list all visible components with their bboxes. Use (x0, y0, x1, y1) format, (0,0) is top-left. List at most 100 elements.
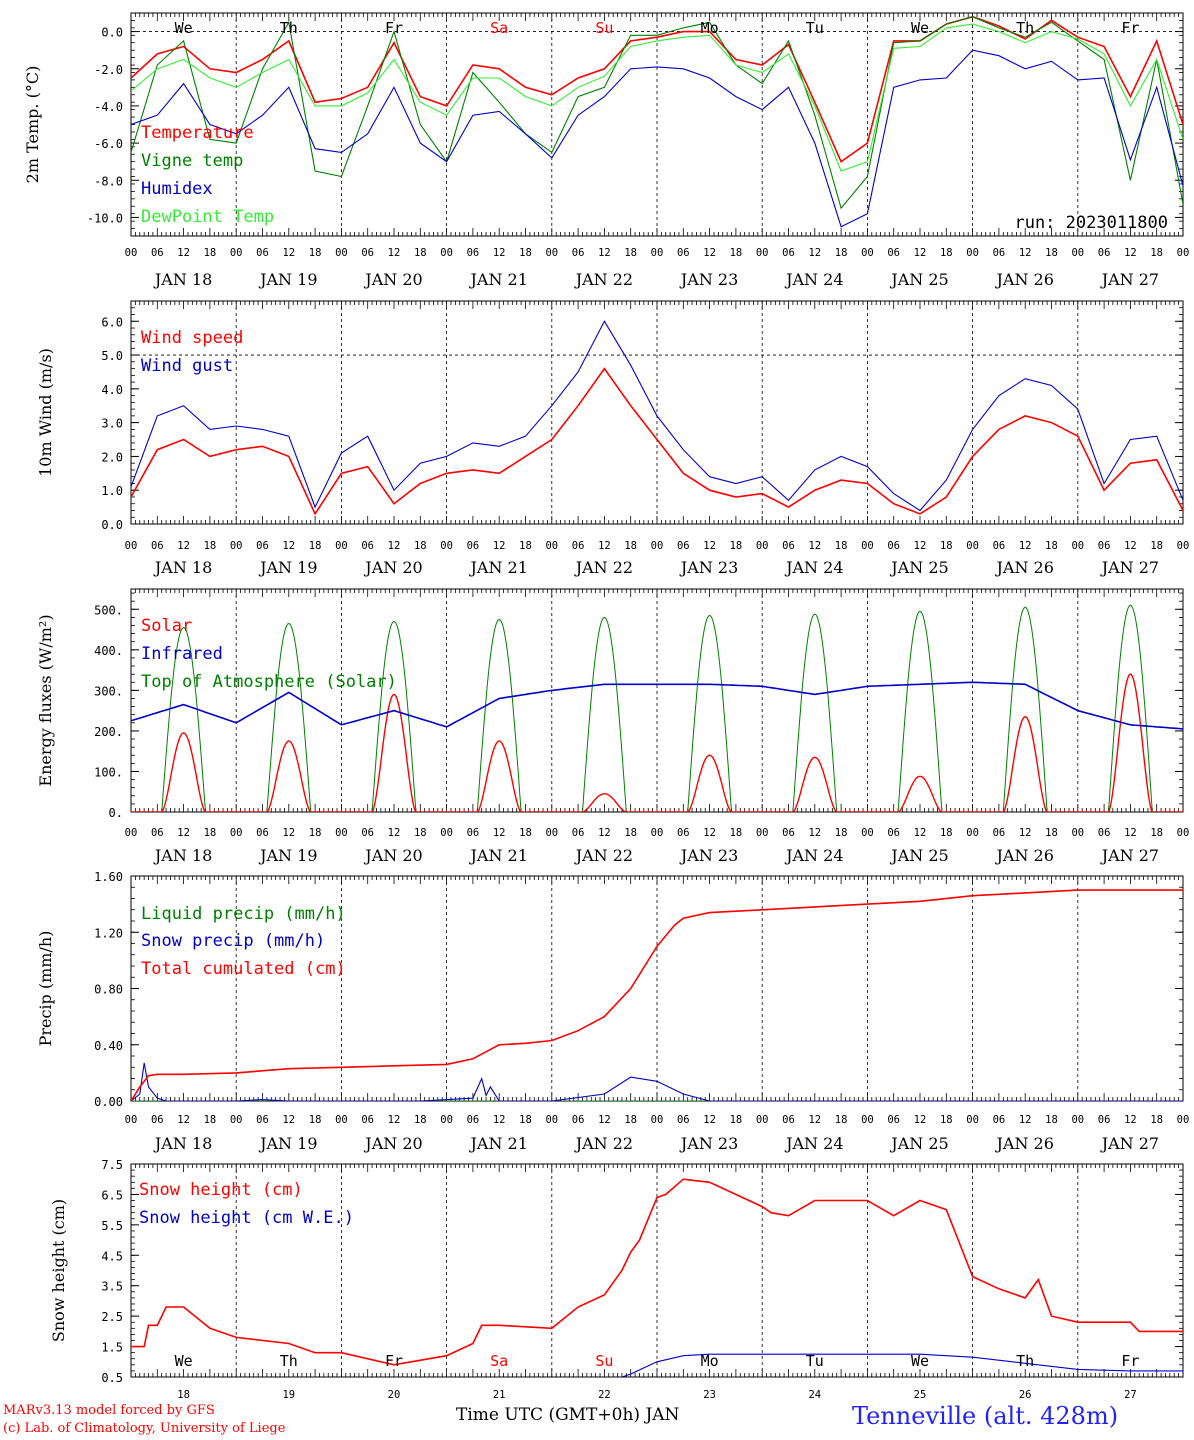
hour-tick-label: 00 (1177, 1114, 1190, 1126)
y-tick-label: 4.5 (101, 1249, 123, 1263)
hour-tick-label: 06 (256, 827, 269, 839)
hour-tick-label: 00 (230, 1114, 243, 1126)
model-credit: MARv3.13 model forced by GFS (3, 1403, 215, 1418)
hour-tick-label: 06 (677, 540, 690, 552)
y-tick-label: 3.5 (101, 1280, 123, 1294)
hour-tick-label: 18 (835, 1114, 848, 1126)
hour-tick-label: 18 (730, 540, 743, 552)
date-label: JAN 22 (574, 558, 633, 577)
hour-tick-label: 06 (1098, 1114, 1111, 1126)
day-number-label: 25 (914, 1389, 927, 1401)
day-name-top: Su (595, 19, 613, 37)
hour-tick-label: 18 (204, 540, 217, 552)
hour-tick-label: 12 (1019, 1114, 1032, 1126)
date-label: JAN 24 (784, 558, 843, 577)
legend-entry: Top of Atmosphere (Solar) (141, 672, 397, 692)
hour-tick-label: 12 (282, 540, 295, 552)
hour-tick-label: 06 (151, 1114, 164, 1126)
hour-tick-label: 00 (861, 827, 874, 839)
day-name-bottom: We (175, 1352, 193, 1370)
date-label: JAN 23 (679, 270, 738, 289)
date-label: JAN 18 (153, 1134, 212, 1153)
hour-tick-label: 12 (808, 247, 821, 259)
hour-tick-label: 12 (703, 540, 716, 552)
hour-tick-label: 18 (204, 1114, 217, 1126)
date-label: JAN 25 (889, 846, 948, 865)
y-tick-label: -8.0 (94, 174, 123, 188)
hour-tick-label: 12 (808, 827, 821, 839)
hour-tick-label: 06 (256, 1114, 269, 1126)
hour-tick-label: 06 (467, 540, 480, 552)
hour-tick-label: 18 (1045, 1114, 1058, 1126)
y-tick-label: 3.0 (101, 417, 123, 431)
date-label: JAN 23 (679, 846, 738, 865)
y-tick-label: 200. (94, 725, 123, 739)
date-label: JAN 25 (889, 1134, 948, 1153)
hour-tick-label: 12 (703, 827, 716, 839)
legend-entry: Wind gust (141, 356, 233, 376)
legend-entry: Infrared (141, 644, 223, 664)
lab-credit: (c) Lab. of Climatology, University of L… (3, 1421, 286, 1436)
date-label: JAN 27 (1100, 846, 1159, 865)
y-tick-label: 500. (94, 603, 123, 617)
date-label: JAN 21 (468, 558, 527, 577)
hour-tick-label: 06 (256, 540, 269, 552)
y-tick-label: 300. (94, 684, 123, 698)
date-label: JAN 24 (784, 270, 843, 289)
day-number-label: 24 (808, 1389, 821, 1401)
chart-panel-3: 0. 100. 200. 300. 400. 500. Energy fluxes (W/m… (36, 588, 1189, 865)
date-label: JAN 20 (363, 270, 422, 289)
hour-tick-label: 00 (651, 1114, 664, 1126)
hour-tick-label: 12 (493, 247, 506, 259)
hour-tick-label: 18 (414, 540, 427, 552)
date-label: JAN 19 (258, 1134, 317, 1153)
hour-tick-label: 06 (993, 1114, 1006, 1126)
series-line-1 (131, 367, 1183, 516)
hour-tick-label: 00 (440, 827, 453, 839)
hour-tick-label: 00 (651, 827, 664, 839)
x-axis-title: Time UTC (GMT+0h) JAN (456, 1405, 680, 1425)
series-line-1 (131, 1178, 1183, 1366)
hour-tick-label: 06 (993, 247, 1006, 259)
hour-tick-label: 18 (1150, 247, 1163, 259)
plot-frame (130, 300, 1184, 525)
day-name-top: We (175, 19, 193, 37)
y-tick-label: 1.20 (94, 926, 123, 940)
date-label: JAN 26 (994, 270, 1053, 289)
legend-entry: Wind speed (141, 328, 243, 348)
legend-entry: Liquid precip (mm/h) (141, 904, 346, 924)
day-name-top: Fr (385, 19, 403, 37)
date-label: JAN 21 (468, 1134, 527, 1153)
hour-tick-label: 12 (914, 247, 927, 259)
hour-tick-label: 18 (519, 827, 532, 839)
hour-tick-label: 12 (1019, 827, 1032, 839)
date-label: JAN 26 (994, 558, 1053, 577)
hour-tick-label: 06 (1098, 247, 1111, 259)
date-label: JAN 20 (363, 846, 422, 865)
hour-tick-label: 00 (966, 247, 979, 259)
hour-tick-label: 12 (388, 247, 401, 259)
legend-entry: Snow height (cm) (139, 1180, 303, 1200)
hour-tick-label: 12 (493, 827, 506, 839)
legend-entry: Total cumulated (cm) (141, 959, 346, 979)
hour-tick-label: 12 (598, 540, 611, 552)
hour-tick-label: 18 (624, 827, 637, 839)
hour-tick-label: 06 (677, 827, 690, 839)
date-label: JAN 20 (363, 1134, 422, 1153)
hour-tick-label: 00 (1177, 540, 1190, 552)
y-tick-label: 0.0 (101, 26, 123, 40)
hour-tick-label: 06 (151, 540, 164, 552)
date-label: JAN 25 (889, 558, 948, 577)
hour-tick-label: 18 (309, 827, 322, 839)
hour-tick-label: 12 (388, 827, 401, 839)
legend-entry: DewPoint Temp (141, 207, 274, 227)
hour-tick-label: 06 (467, 827, 480, 839)
series-group (131, 320, 1183, 516)
hour-tick-label: 00 (545, 1114, 558, 1126)
y-tick-label: 0.80 (94, 983, 123, 997)
hour-tick-label: 18 (414, 827, 427, 839)
hour-tick-label: 06 (572, 247, 585, 259)
date-label: JAN 26 (994, 846, 1053, 865)
legend-entry: Solar (141, 616, 192, 636)
day-number-label: 23 (703, 1389, 716, 1401)
